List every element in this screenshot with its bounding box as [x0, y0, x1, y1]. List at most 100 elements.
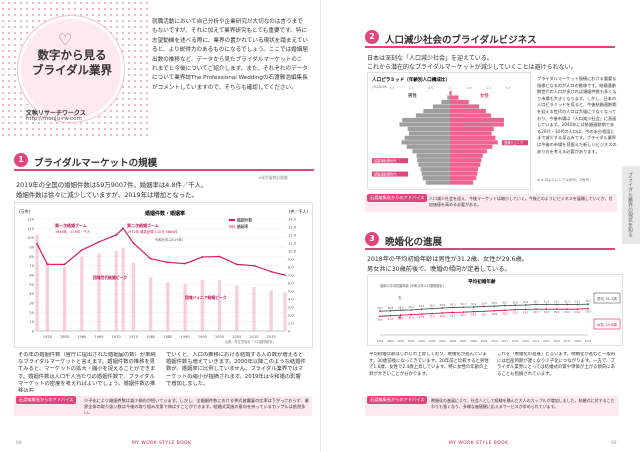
male-bar: [417, 158, 450, 163]
male-point: [545, 303, 548, 306]
male-value: 30.4: [481, 302, 487, 305]
male-point: [441, 307, 444, 309]
section-2-number: 2: [365, 30, 379, 44]
advice-panel-1: [14, 396, 312, 416]
female-point: [420, 313, 423, 315]
count-point: [270, 270, 273, 273]
male-point: [483, 305, 485, 308]
female-bar: [450, 140, 498, 145]
legend-swatch-count: [229, 219, 235, 221]
advice-text-3: 晩婚化の進展により、社会人として経験を積んだ大人のカップルが増加しました。結婚式…: [431, 398, 615, 409]
section-3-number: 3: [365, 232, 379, 246]
age-chart-title: 平均初婚年齢: [468, 278, 496, 285]
age-x-tick: 2019: [585, 339, 592, 343]
x-tick: 2015: [267, 335, 276, 339]
count-point: [253, 264, 255, 267]
y-right-tick: 12.0: [288, 234, 297, 238]
rate-bar: [35, 235, 39, 331]
male-point: [555, 303, 558, 306]
section-3-rule: [365, 248, 615, 250]
rate-bar: [62, 267, 67, 331]
male-point: [431, 307, 433, 310]
age-x-tick: 2007: [460, 339, 467, 343]
age-x-tick: 2004: [429, 339, 436, 343]
scale-tick: 0: [449, 86, 451, 90]
section-1-lead-1: 2019年の全国の婚姻件数は59万9007件。婚姻率は4.8件／千人。: [16, 181, 208, 189]
y-right-tick: 13.0: [288, 226, 297, 230]
male-point: [399, 309, 402, 312]
male-bar: [409, 131, 450, 136]
y-right-unit: (件／千人): [289, 208, 309, 214]
female-value: 28.2: [450, 314, 456, 317]
female-point: [555, 308, 558, 311]
page-title: 数字から見る ブライダル業界: [31, 48, 113, 77]
female-point: [576, 308, 579, 311]
y-right-tick: 7.0: [288, 274, 294, 278]
section-3-lead-1: 2018年の平均初婚年齢は男性が31.2歳、女性が29.6歳。: [367, 256, 528, 263]
female-value: 28.6: [481, 313, 487, 316]
female-point: [566, 308, 569, 311]
male-bar: [404, 135, 450, 140]
y-left-tick: 50: [29, 283, 34, 287]
section-3-body-col1: 平均初婚年齢はじわじわ上昇しており、晩婚化が進んでいます。30歳前後になってきて…: [369, 352, 489, 377]
section-1-lead-2: 婚姻件数は徐々に減少していますが、2019年は増加となった。: [16, 191, 198, 199]
rate-bar: [149, 277, 153, 331]
age-x-tick: 2015: [543, 339, 550, 343]
y-right-tick: 0: [288, 330, 291, 334]
female-point: [399, 314, 402, 317]
male-value: 29.0: [398, 306, 404, 309]
section-3-lead-2: 男女共に30歳前後で、晩婚の傾向が定着している。: [367, 266, 511, 273]
section-2-lead-1: 日本は深刻な「人口減少社会」を迎えている。: [367, 55, 493, 62]
male-bar: [432, 104, 450, 109]
female-point: [462, 311, 465, 314]
female-bar: [450, 149, 487, 154]
y-right-tick: 3.0: [288, 306, 294, 310]
rate-bar: [97, 253, 101, 331]
rate-bar: [131, 263, 136, 331]
x-tick: 1965: [94, 335, 103, 339]
x-tick: 1985: [163, 335, 172, 339]
annot-second-boom: 第二次結婚ブーム: [127, 222, 159, 228]
female-point: [431, 312, 433, 315]
male-value: 28.7: [377, 307, 383, 310]
female-point: [514, 308, 517, 311]
rate-bar: [252, 287, 256, 331]
section-1-source: ※厚労省統計調査: [258, 175, 288, 180]
rate-bar: [114, 251, 118, 331]
female-label: 女性: [480, 92, 489, 99]
female-point: [503, 309, 506, 312]
age-x-tick: 2003: [418, 339, 425, 343]
advice-text-1: 少子化により婚姻件数は減少傾向が続いています。しかし、全婚姻件数における挙式披露…: [84, 398, 309, 414]
female-value: 29.3: [523, 311, 529, 314]
callout-male-box: [593, 292, 621, 304]
male-bar: [406, 144, 450, 149]
male-point: [410, 309, 413, 311]
age-annot: 最新の平均初婚年齢 (令和元年人口動態統計): [380, 283, 444, 288]
female-bar: [450, 91, 452, 96]
female-bar: [450, 108, 486, 114]
female-value: 29.0: [502, 312, 508, 315]
female-point: [379, 315, 381, 318]
count-point: [115, 234, 118, 236]
y-left-tick: 70: [29, 264, 34, 268]
y-left-tick: 10: [29, 320, 34, 324]
y-right-tick: 4.0: [288, 298, 294, 302]
annot-subnote: 令和元年(2019年): [155, 237, 184, 242]
count-line: [36, 227, 286, 276]
annot-dankai-jr: 団塊ジュニア結婚ピーク: [185, 295, 227, 300]
y-left-tick: 40: [29, 292, 34, 296]
section-2-rule: [365, 46, 615, 48]
pyramid-year: (%)2018: [372, 85, 387, 89]
rate-bar: [269, 290, 273, 331]
male-bar: [441, 99, 450, 105]
rate-bar: [80, 256, 84, 331]
callout-female-box: [593, 318, 621, 330]
y-right-tick: 11.0: [288, 242, 297, 246]
scale-tick: 1.0: [486, 86, 491, 90]
legend-rate: 婚姻率: [237, 224, 249, 229]
female-point: [472, 310, 475, 313]
male-value: 30.2: [471, 303, 477, 306]
male-bar: [402, 117, 450, 123]
rate-bar: [283, 292, 287, 331]
y-left-tick: 80: [29, 255, 34, 259]
